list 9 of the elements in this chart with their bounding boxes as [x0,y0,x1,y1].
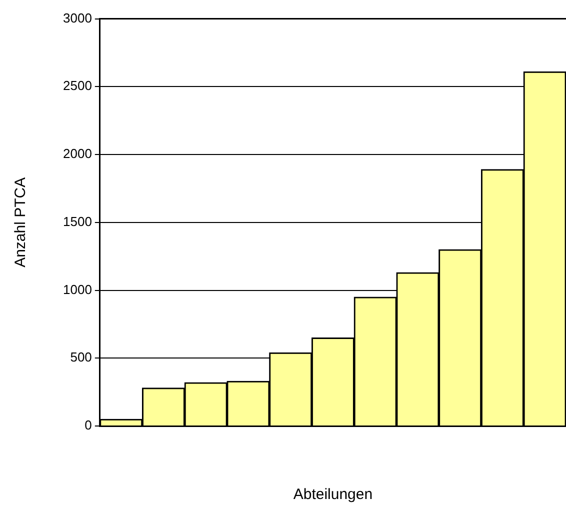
y-tick-label: 1000 [63,282,92,297]
y-tick-label: 1500 [63,214,92,229]
y-tick-label: 0 [84,418,92,433]
y-tick-label: 2500 [63,78,92,94]
y-tick-label: 500 [70,350,92,365]
y-tick-label: 2000 [63,146,92,162]
y-tick-label: 3000 [63,10,92,26]
y-axis-title: Anzahl PTCA [12,177,30,268]
x-axis-title: Abteilungen [293,486,373,504]
